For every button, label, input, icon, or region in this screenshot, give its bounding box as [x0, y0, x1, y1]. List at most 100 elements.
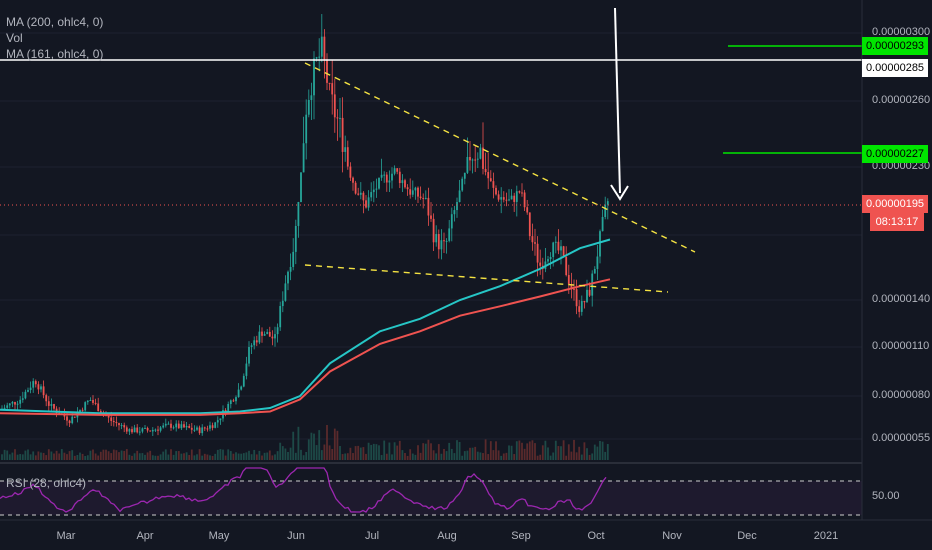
main-pane	[0, 0, 862, 462]
candle-body	[211, 425, 214, 428]
volume-bar	[105, 449, 107, 460]
candle-body	[445, 240, 448, 242]
volume-bar	[206, 454, 209, 460]
volume-bar	[144, 454, 146, 460]
legend-ma200[interactable]: MA (200, ohlc4, 0)	[6, 15, 104, 29]
candle-body	[435, 234, 438, 243]
volume-bar	[497, 450, 500, 460]
volume-bar	[47, 449, 50, 460]
candle-body	[565, 256, 568, 276]
candle-body	[302, 143, 305, 173]
candle-body	[6, 405, 9, 408]
volume-bar	[63, 452, 66, 460]
volume-bar	[235, 452, 237, 460]
volume-bar	[190, 449, 193, 460]
volume-bar	[344, 453, 347, 460]
volume-bar	[339, 446, 341, 460]
volume-bar	[45, 455, 48, 460]
candle-body	[557, 241, 560, 251]
candle-body	[131, 429, 133, 433]
candle-body	[422, 197, 425, 199]
volume-bar	[209, 455, 211, 460]
volume-bar	[170, 449, 172, 460]
volume-bar	[599, 440, 601, 460]
volume-bar	[118, 452, 120, 460]
volume-bar	[81, 453, 84, 460]
volume-bar	[188, 455, 191, 460]
volume-bar	[224, 455, 227, 460]
candle-body	[404, 180, 406, 188]
candle-body	[596, 256, 599, 269]
legend-vol[interactable]: Vol	[6, 31, 23, 45]
volume-bar	[3, 449, 6, 460]
candle-body	[274, 334, 276, 339]
candle-body	[201, 427, 204, 434]
candle-body	[34, 381, 37, 385]
candle-body	[219, 418, 222, 421]
candle-body	[341, 117, 344, 152]
candle-body	[154, 429, 157, 431]
candle-body	[450, 214, 453, 229]
candle-body	[510, 195, 513, 200]
volume-bar	[505, 452, 508, 460]
volume-bar	[471, 447, 474, 460]
candle-body	[583, 301, 586, 303]
candle-body	[125, 427, 128, 432]
volume-bar	[37, 451, 40, 460]
volume-bar	[365, 453, 367, 460]
candle-body	[115, 422, 118, 424]
volume-bar	[94, 453, 97, 460]
legend-rsi[interactable]: RSI (28, ohlc4)	[6, 476, 87, 490]
candle-body	[453, 210, 456, 215]
volume-bar	[185, 452, 188, 460]
time-tick: Jun	[287, 530, 305, 542]
candle-body	[258, 331, 261, 343]
volume-bar	[562, 440, 565, 460]
volume-bar	[422, 443, 425, 460]
volume-bar	[227, 449, 230, 460]
volume-bar	[180, 453, 183, 460]
volume-bar	[11, 452, 14, 460]
volume-bar	[404, 452, 406, 460]
volume-bar	[232, 453, 235, 460]
candle-body	[326, 59, 328, 83]
volume-bar	[565, 455, 568, 460]
candle-body	[539, 262, 542, 266]
volume-bar	[261, 455, 263, 460]
candle-body	[118, 423, 120, 426]
candle-body	[518, 191, 521, 193]
volume-bar	[398, 440, 401, 460]
volume-bar	[274, 454, 276, 460]
volume-bar	[237, 453, 240, 460]
candle-body	[526, 207, 529, 213]
ma161-line	[0, 278, 611, 416]
candle-body	[372, 189, 375, 193]
volume-bar	[157, 455, 159, 460]
candle-body	[159, 427, 162, 431]
volume-bar	[508, 445, 510, 460]
candle-body	[144, 427, 146, 429]
volume-bar	[391, 454, 393, 460]
candle-body	[419, 196, 422, 198]
candle-body	[227, 403, 230, 413]
volume-bar	[76, 454, 79, 460]
target-high-tag: 0.00000293	[862, 37, 928, 55]
candle-body	[352, 177, 354, 183]
legend-ma161[interactable]: MA (161, ohlc4, 0)	[6, 47, 104, 61]
volume-bar	[560, 446, 562, 460]
volume-bar	[419, 452, 422, 460]
candle-body	[240, 386, 243, 390]
candle-body	[547, 259, 549, 262]
candle-body	[487, 172, 490, 179]
candle-body	[521, 192, 523, 194]
volume-bar	[253, 449, 256, 460]
candle-body	[536, 243, 539, 263]
volume-bar	[487, 454, 490, 460]
candle-body	[297, 202, 300, 226]
lower-trendline[interactable]	[304, 264, 669, 293]
volume-bar	[469, 447, 471, 460]
volume-bar	[123, 450, 126, 460]
volume-bar	[27, 449, 29, 460]
candle-body	[560, 246, 562, 251]
